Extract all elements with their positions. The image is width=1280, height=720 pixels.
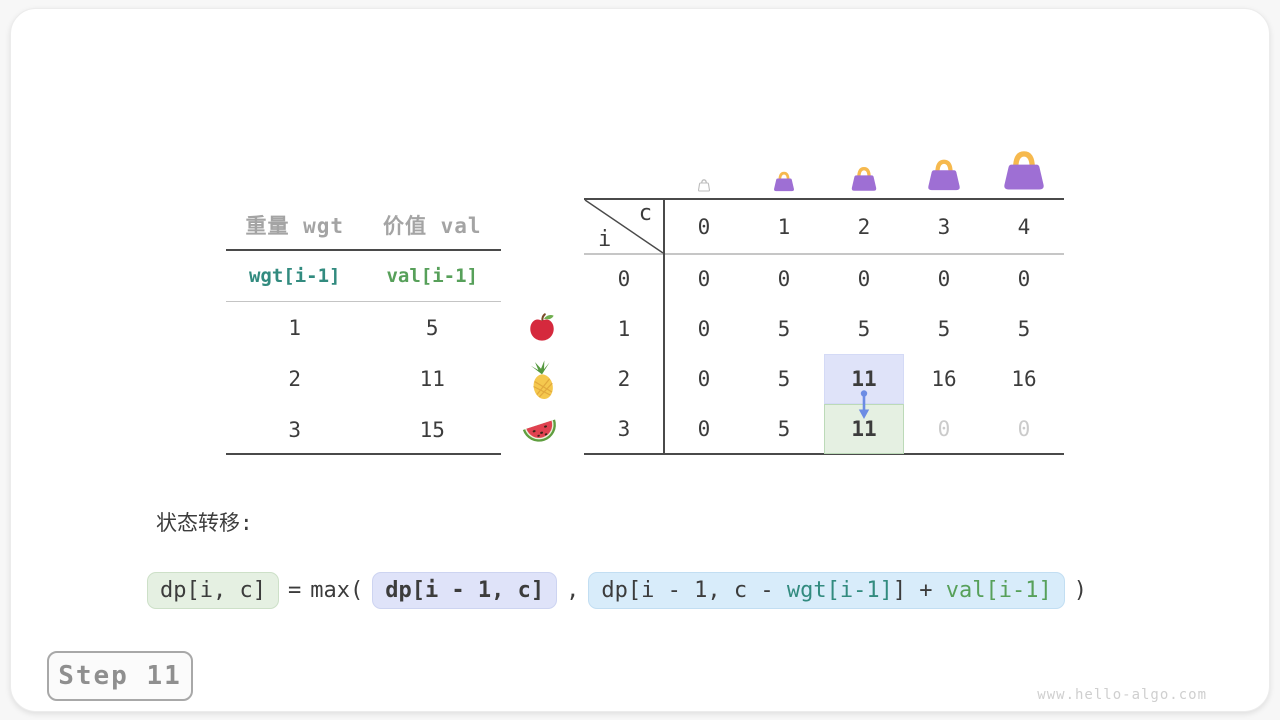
canvas-card: 重量 wgt 价值 val wgt[i-1] val[i-1] 1 5 2 11…: [10, 8, 1270, 712]
item-value: 15: [419, 418, 445, 442]
bag-icon-capacity-2: [849, 165, 879, 198]
divider: [226, 301, 501, 302]
dp-table-top-border: [584, 198, 1064, 200]
dp-cell: 0: [937, 417, 951, 441]
dp-cell: 16: [1011, 367, 1037, 391]
formula-arg2-wgt: wgt[i-1]: [786, 577, 893, 603]
dp-cell: 16: [931, 367, 957, 391]
formula-arg2: dp[i - 1, c - wgt[i-1]] + val[i-1]: [588, 571, 1065, 609]
items-table-subheader: wgt[i-1] val[i-1]: [226, 250, 501, 302]
formula-equals: =: [287, 577, 302, 603]
row-label: 1: [617, 317, 631, 341]
dp-cell: 5: [857, 317, 871, 341]
formula-max-open: max(: [310, 577, 364, 603]
dp-value-grid: 0 0 0 0 0 0 5 5 5 5 0 5 11 16 16 0 5 11 …: [664, 254, 1064, 454]
item-row-pineapple: 2 11: [226, 353, 501, 405]
formula-comma: ,: [566, 577, 580, 603]
capacity-variable-label: c: [638, 201, 652, 226]
apple-icon: [527, 312, 557, 347]
item-weight: 1: [288, 316, 302, 340]
dp-cell: 0: [697, 317, 711, 341]
dp-cell: 0: [857, 267, 871, 291]
dp-column-headers: 0 1 2 3 4: [664, 199, 1064, 254]
wgt-subheader: wgt[i-1]: [248, 265, 341, 287]
dp-table-header-divider: [584, 253, 1064, 255]
bag-icon-capacity-3: [925, 157, 963, 198]
dp-corner-cell: c i: [584, 199, 664, 254]
col-label: 1: [777, 214, 791, 239]
dp-cell: 5: [777, 417, 791, 441]
dp-row-labels: 0 1 2 3: [584, 254, 664, 454]
value-column-header: 价值 val: [382, 214, 482, 238]
formula-close-paren: ): [1073, 577, 1088, 603]
formula-lhs: dp[i, c]: [147, 571, 279, 609]
pineapple-icon: [526, 360, 560, 405]
dp-cell: 0: [937, 267, 951, 291]
watermark: www.hello-algo.com: [1037, 687, 1207, 703]
dp-cell: 0: [697, 417, 711, 441]
dp-cell: 0: [697, 367, 711, 391]
diagonal-divider: [584, 199, 664, 254]
items-table-header: 重量 wgt 价值 val: [226, 199, 501, 251]
item-value: 11: [419, 367, 445, 391]
formula-arg2-val: val[i-1]: [945, 577, 1052, 603]
dp-cell: 0: [777, 267, 791, 291]
transition-formula: dp[i, c] = max( dp[i - 1, c] , dp[i - 1,…: [147, 569, 1096, 611]
dp-cell: 0: [1017, 417, 1031, 441]
watermelon-icon: [520, 415, 562, 452]
item-weight: 2: [288, 367, 302, 391]
bag-icon-capacity-0: [696, 177, 712, 198]
step-badge: Step 11: [47, 651, 193, 701]
formula-arg1: dp[i - 1, c]: [372, 571, 558, 609]
row-label: 2: [617, 367, 631, 391]
item-variable-label: i: [598, 227, 612, 252]
item-row-watermelon: 3 15: [226, 404, 501, 456]
dp-table-vertical-border: [663, 198, 665, 455]
formula-arg2-mid: ] +: [892, 577, 946, 603]
col-label: 0: [697, 214, 711, 239]
divider: [226, 249, 501, 251]
divider: [226, 453, 501, 455]
val-subheader: val[i-1]: [386, 265, 478, 287]
col-label: 2: [857, 214, 871, 239]
dp-cell: 5: [937, 317, 951, 341]
bag-icon-capacity-1: [772, 170, 796, 198]
dp-cell: 5: [1017, 317, 1031, 341]
item-row-apple: 1 5: [226, 302, 501, 354]
row-label: 3: [617, 417, 631, 441]
col-label: 4: [1017, 214, 1031, 239]
row-label: 0: [617, 267, 631, 291]
formula-arg2-prefix: dp[i - 1, c -: [601, 577, 787, 603]
dp-cell: 5: [777, 317, 791, 341]
bag-icon-capacity-4: [1000, 148, 1048, 198]
transition-section-label: 状态转移:: [156, 511, 253, 535]
dp-cell: 5: [777, 367, 791, 391]
item-weight: 3: [288, 418, 302, 442]
item-value: 5: [425, 316, 439, 340]
dp-cell: 0: [697, 267, 711, 291]
weight-column-header: 重量 wgt: [245, 214, 345, 238]
col-label: 3: [937, 214, 951, 239]
transition-arrow-icon: [856, 390, 872, 425]
dp-cell: 0: [1017, 267, 1031, 291]
dp-table-bottom-border: [584, 453, 1064, 455]
items-table: 重量 wgt 价值 val wgt[i-1] val[i-1] 1 5 2 11…: [226, 199, 501, 457]
